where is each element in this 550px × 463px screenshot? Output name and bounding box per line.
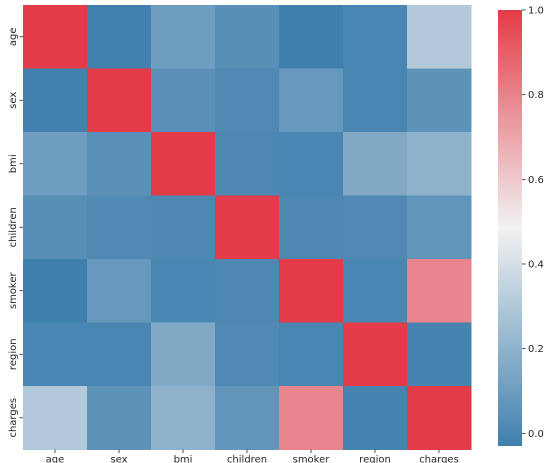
heatmap-cell-smoker-children [215,259,280,323]
colorbar-tick-label: 0.6 [528,175,544,186]
heatmap-cell-bmi-smoker [279,132,344,196]
x-tick-labels: age sex bmi children smoker region charges [46,449,459,463]
heatmap-cell-charges-children [215,386,280,450]
x-tick-label-region: region [359,455,391,463]
heatmap-cell-region-age [23,322,88,387]
heatmap-cell-sex-sex [87,68,152,133]
x-tick-label-age: age [46,455,65,463]
heatmap-cell-smoker-sex [87,259,152,323]
heatmap-cell-sex-age [23,68,88,133]
heatmap-cell-children-children [215,195,280,260]
heatmap-cell-region-bmi [151,322,216,387]
heatmap-cell-sex-bmi [151,68,216,133]
colorbar-ticks: 0.0 0.2 0.4 0.6 0.8 1.0 [522,6,544,440]
y-tick-label-children: children [8,207,19,247]
colorbar-tick-label: 0.4 [528,259,544,270]
heatmap-cell-sex-charges [407,68,472,133]
heatmap-cell-bmi-region [343,132,408,196]
y-tick-label-charges: charges [8,398,19,438]
x-tick-label-charges: charges [419,455,459,463]
heatmap-cell-region-smoker [279,322,344,387]
heatmap-cell-bmi-sex [87,132,152,196]
y-tick-label-age: age [8,27,19,46]
colorbar [498,10,522,446]
heatmap-cell-charges-bmi [151,386,216,450]
heatmap-cell-age-age [23,5,88,69]
heatmap-cell-smoker-smoker [279,259,344,323]
heatmap-cell-bmi-charges [407,132,472,196]
heatmap-cell-children-region [343,195,408,260]
heatmap-cell-smoker-charges [407,259,472,323]
heatmap-cell-region-charges [407,322,472,387]
heatmap-cell-children-charges [407,195,472,260]
heatmap-cell-age-sex [87,5,152,69]
colorbar-tick-label: 0.0 [528,429,544,440]
heatmap-cell-charges-sex [87,386,152,450]
heatmap-cell-children-bmi [151,195,216,260]
heatmap-cell-sex-children [215,68,280,133]
heatmap-cell-children-smoker [279,195,344,260]
colorbar-tick-label: 0.8 [528,90,544,101]
heatmap-cell-charges-charges [407,386,472,450]
y-tick-label-bmi: bmi [8,154,19,173]
heatmap-cell-charges-smoker [279,386,344,450]
heatmap-cell-smoker-bmi [151,259,216,323]
heatmap-cell-charges-region [343,386,408,450]
x-tick-label-sex: sex [110,455,127,463]
heatmap-cell-sex-region [343,68,408,133]
y-tick-labels: age sex bmi children smoker region charges [8,27,23,438]
heatmap-cell-region-children [215,322,280,387]
heatmap-cell-smoker-age [23,259,88,323]
x-tick-label-children: children [227,455,267,463]
heatmap-cell-sex-smoker [279,68,344,133]
heatmap-cell-charges-age [23,386,88,450]
heatmap-cell-smoker-region [343,259,408,323]
heatmap-cell-bmi-children [215,132,280,196]
heatmap-cell-age-bmi [151,5,216,69]
y-tick-label-smoker: smoker [8,271,19,309]
heatmap-cell-region-sex [87,322,152,387]
heatmap-cell-age-charges [407,5,472,69]
y-tick-label-sex: sex [8,92,19,109]
heatmap-cells [23,5,472,450]
heatmap-cell-age-region [343,5,408,69]
colorbar-tick-label: 0.2 [528,344,544,355]
x-tick-label-smoker: smoker [293,455,331,463]
heatmap-cell-age-children [215,5,280,69]
heatmap-cell-bmi-age [23,132,88,196]
x-tick-label-bmi: bmi [174,455,193,463]
heatmap-cell-bmi-bmi [151,132,216,196]
heatmap-cell-age-smoker [279,5,344,69]
heatmap-cell-children-age [23,195,88,260]
colorbar-tick-label: 1.0 [528,6,544,17]
heatmap-cell-region-region [343,322,408,387]
y-tick-label-region: region [8,338,19,370]
heatmap-cell-children-sex [87,195,152,260]
